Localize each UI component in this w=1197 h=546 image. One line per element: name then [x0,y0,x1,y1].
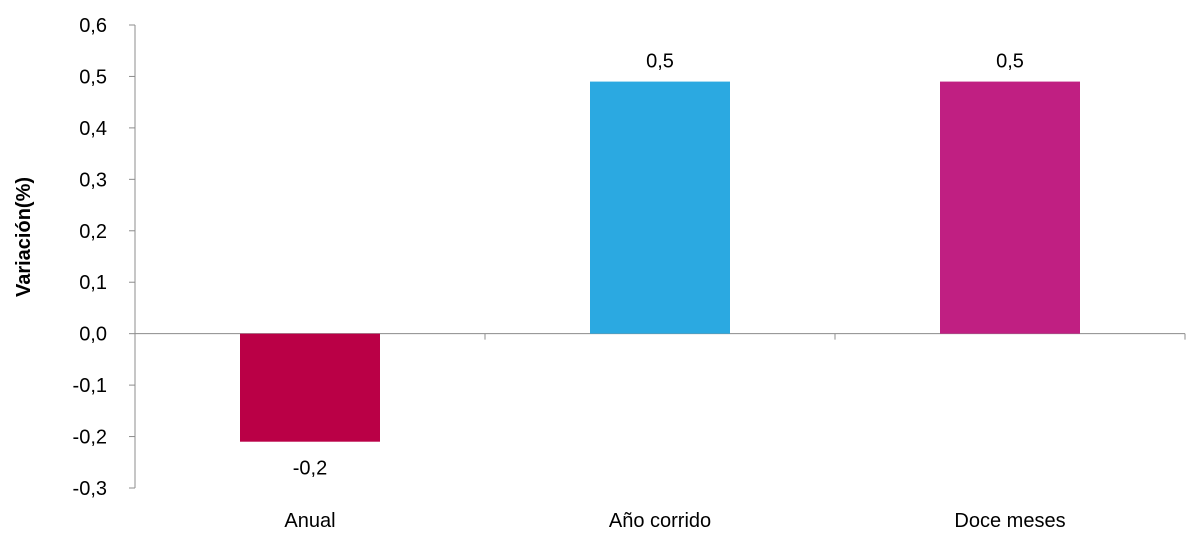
y-tick-label: 0,1 [79,272,107,294]
x-category-label: Doce meses [954,510,1065,532]
y-tick-label: 0,5 [79,66,107,88]
y-axis-title: Variación(%) [13,177,35,297]
x-category-label: Anual [284,510,335,532]
y-tick-label: 0,2 [79,221,107,243]
y-tick-label: 0,0 [79,324,107,346]
y-tick-label: 0,6 [79,15,107,37]
x-category-label: Año corrido [609,510,711,532]
bar-1 [240,333,380,442]
y-tick-label: 0,4 [79,118,107,140]
data-label: 0,5 [646,51,674,73]
data-label: 0,5 [996,51,1024,73]
y-tick-label: -0,1 [73,375,107,397]
data-label: -0,2 [293,458,327,480]
bar-2 [590,81,730,334]
y-tick-label: -0,2 [73,427,107,449]
bar-3 [940,81,1080,334]
y-tick-label: -0,3 [73,478,107,500]
y-tick-label: 0,3 [79,169,107,191]
